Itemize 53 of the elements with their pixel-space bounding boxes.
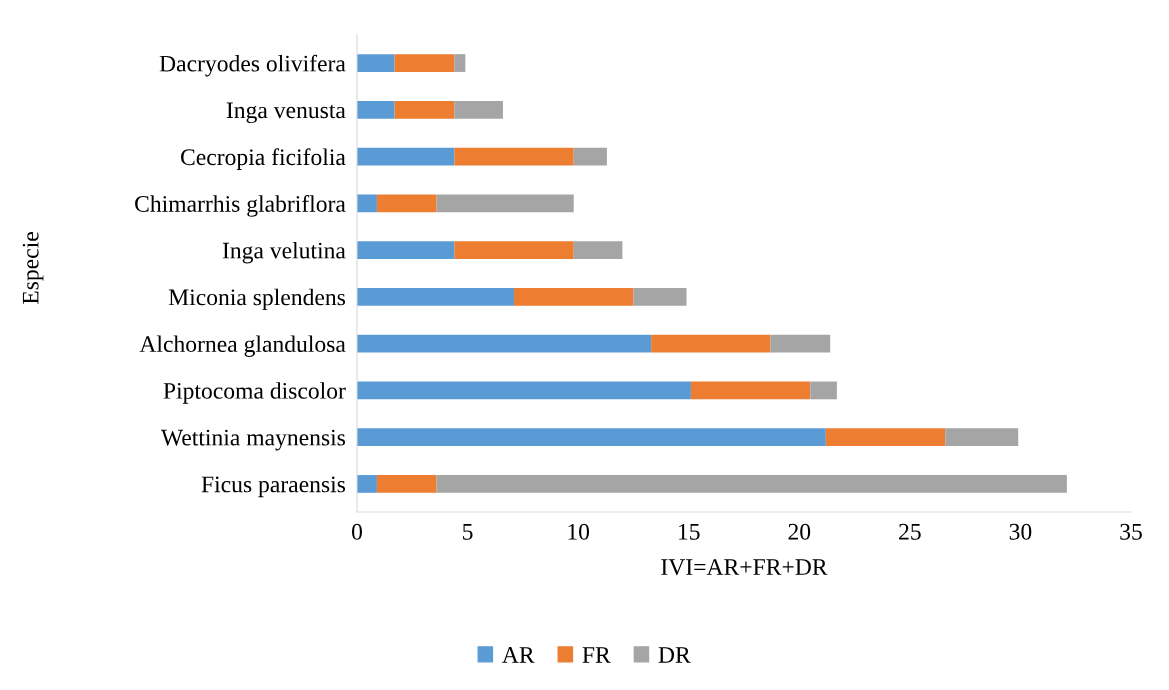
bar xyxy=(945,428,1019,447)
bar xyxy=(810,381,837,400)
y-tick-label: Inga venusta xyxy=(226,102,346,124)
bar xyxy=(690,381,811,400)
bar xyxy=(770,334,831,353)
bar xyxy=(454,54,466,72)
x-tick-label: 15 xyxy=(678,523,700,540)
y-tick-label: Ficus paraensis xyxy=(201,476,346,498)
bar xyxy=(436,475,1067,493)
legend-label: AR xyxy=(502,647,535,663)
x-tick-label: 25 xyxy=(899,523,921,540)
bar xyxy=(514,288,634,306)
x-tick-label: 30 xyxy=(1009,523,1032,540)
bar xyxy=(436,194,574,213)
bar xyxy=(357,100,395,119)
bar xyxy=(376,194,437,213)
bar xyxy=(394,54,455,72)
y-tick-label: Dacryodes olivifera xyxy=(159,54,346,77)
bar xyxy=(357,194,377,213)
y-tick-label: Inga velutina xyxy=(222,241,346,264)
y-tick-label: Chimarrhis glabriflora xyxy=(135,195,346,217)
bar xyxy=(357,288,515,306)
bar xyxy=(454,241,574,259)
bar xyxy=(357,147,455,166)
bar xyxy=(357,381,691,400)
y-tick-label: Piptocoma discolor xyxy=(163,382,346,404)
x-tick-label: 0 xyxy=(352,523,362,540)
legend-label: DR xyxy=(658,647,691,663)
bar xyxy=(573,241,623,259)
x-tick-label: 20 xyxy=(788,523,811,540)
y-tick-label: Alchornea glandulosa xyxy=(139,335,346,357)
x-tick-label: 5 xyxy=(463,524,473,540)
bar xyxy=(651,334,771,353)
x-axis-title: IVI=AR+FR+DR xyxy=(661,559,828,576)
bar xyxy=(394,100,455,119)
bar xyxy=(376,475,437,493)
legend-label: FR xyxy=(582,647,611,663)
y-tick-label: Wettinia maynensis xyxy=(160,429,346,451)
bar xyxy=(357,334,652,353)
x-tick-label: 35 xyxy=(1120,523,1142,540)
bar xyxy=(454,147,574,166)
bar xyxy=(454,100,503,119)
bar xyxy=(825,428,946,447)
y-axis-title: Especie xyxy=(22,232,44,305)
x-tick-label: 10 xyxy=(568,523,590,540)
y-tick-label: Cecropia ficifolia xyxy=(181,148,346,170)
bar xyxy=(357,241,455,259)
y-tick-label: Miconia splendens xyxy=(168,288,346,311)
bar xyxy=(573,147,607,166)
bar xyxy=(357,428,826,447)
bar xyxy=(357,475,377,493)
bar xyxy=(357,54,395,72)
bar xyxy=(633,288,687,306)
